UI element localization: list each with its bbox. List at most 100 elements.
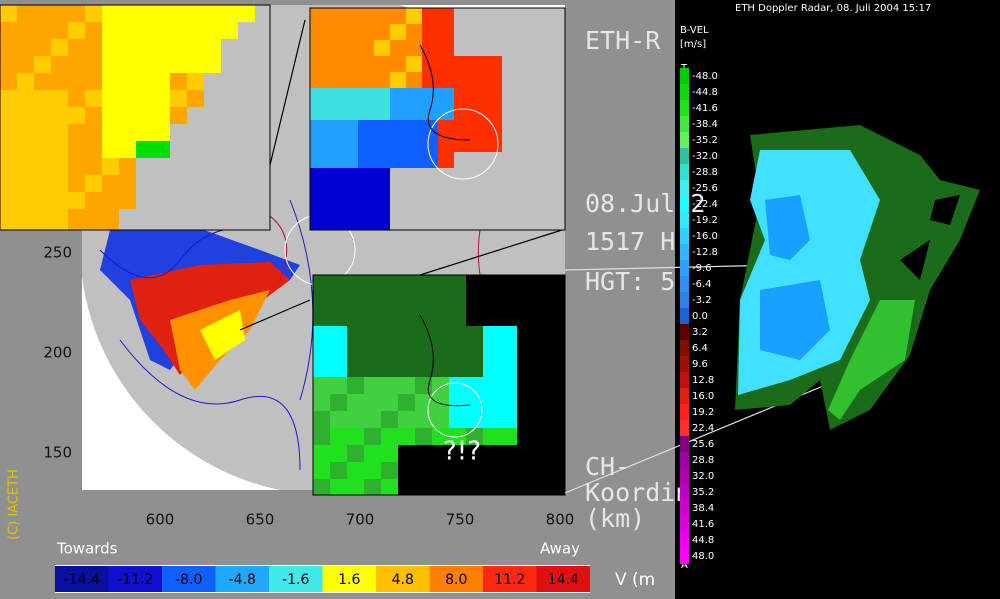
pixel bbox=[310, 136, 326, 152]
pixel bbox=[438, 200, 454, 216]
pixel bbox=[153, 192, 170, 209]
track bbox=[419, 44, 471, 141]
pixel bbox=[550, 40, 565, 56]
pixel bbox=[517, 462, 534, 479]
pixel bbox=[34, 192, 51, 209]
pixel bbox=[330, 309, 347, 326]
pixel bbox=[17, 209, 34, 226]
pixel bbox=[170, 22, 187, 39]
pixel bbox=[204, 141, 221, 158]
pixel bbox=[313, 343, 330, 360]
pixel bbox=[255, 39, 270, 56]
pixel bbox=[347, 445, 364, 462]
pixel bbox=[119, 141, 136, 158]
legend-label: 44.8 bbox=[692, 535, 714, 546]
pixel bbox=[34, 209, 51, 226]
pixel bbox=[342, 152, 358, 168]
pixel bbox=[390, 168, 406, 184]
pixel bbox=[342, 216, 358, 230]
pixel bbox=[486, 40, 502, 56]
legend-swatch bbox=[680, 116, 689, 132]
pixel bbox=[449, 377, 466, 394]
pixel bbox=[534, 445, 551, 462]
pixel bbox=[422, 200, 438, 216]
pixel bbox=[551, 445, 565, 462]
pixel bbox=[0, 5, 17, 22]
pixel bbox=[381, 326, 398, 343]
pixel bbox=[34, 226, 51, 230]
pixel bbox=[310, 24, 326, 40]
pixel bbox=[381, 411, 398, 428]
pixel bbox=[119, 39, 136, 56]
pixel bbox=[486, 56, 502, 72]
pixel bbox=[170, 158, 187, 175]
pixel bbox=[470, 56, 486, 72]
pixel bbox=[85, 39, 102, 56]
pixel bbox=[153, 39, 170, 56]
legend-label: 3.2 bbox=[692, 327, 708, 338]
pixel bbox=[550, 152, 565, 168]
pixel bbox=[534, 292, 551, 309]
pixel bbox=[68, 158, 85, 175]
pixel bbox=[102, 226, 119, 230]
pixel bbox=[119, 175, 136, 192]
pixel bbox=[255, 73, 270, 90]
pixel bbox=[204, 107, 221, 124]
pixel bbox=[342, 8, 358, 24]
pixel bbox=[119, 124, 136, 141]
pixel bbox=[374, 56, 390, 72]
pixel bbox=[170, 192, 187, 209]
x-tick-label: 650 bbox=[246, 511, 275, 529]
pixel bbox=[0, 226, 17, 230]
pixel bbox=[550, 200, 565, 216]
pixel bbox=[422, 168, 438, 184]
pixel bbox=[449, 445, 466, 462]
legend-label: -25.6 bbox=[692, 183, 718, 194]
pixel bbox=[358, 184, 374, 200]
pixel bbox=[518, 200, 534, 216]
pixel bbox=[136, 73, 153, 90]
pixel bbox=[136, 22, 153, 39]
pixel bbox=[102, 158, 119, 175]
track bbox=[419, 314, 471, 407]
pixel bbox=[398, 326, 415, 343]
pixel bbox=[326, 216, 342, 230]
colorbar-label: -11.2 bbox=[117, 572, 153, 588]
colorbar-cell bbox=[108, 566, 162, 592]
pixel bbox=[187, 158, 204, 175]
pixel bbox=[102, 22, 119, 39]
legend-label: -19.2 bbox=[692, 215, 718, 226]
pixel bbox=[551, 275, 565, 292]
pixel bbox=[470, 120, 486, 136]
colorbar-label: -1.6 bbox=[282, 572, 309, 588]
pixel bbox=[326, 104, 342, 120]
pixel bbox=[500, 292, 517, 309]
pixel bbox=[17, 22, 34, 39]
pixel bbox=[238, 73, 255, 90]
pixel bbox=[347, 360, 364, 377]
pixel bbox=[438, 152, 454, 168]
pixel bbox=[449, 292, 466, 309]
pixel bbox=[415, 445, 432, 462]
echo-gap bbox=[900, 195, 960, 280]
pixel bbox=[204, 73, 221, 90]
pixel bbox=[342, 200, 358, 216]
pixel bbox=[415, 428, 432, 445]
legend-label: 48.0 bbox=[692, 551, 714, 562]
pixel bbox=[518, 88, 534, 104]
towards: Towards bbox=[56, 540, 118, 558]
pixel bbox=[364, 445, 381, 462]
pixel bbox=[432, 377, 449, 394]
pixel bbox=[17, 5, 34, 22]
colorbar-label: 1.6 bbox=[338, 572, 360, 588]
pixel bbox=[238, 5, 255, 22]
pixel bbox=[119, 107, 136, 124]
legend-swatch bbox=[680, 356, 689, 372]
pixel bbox=[153, 5, 170, 22]
pixel bbox=[136, 158, 153, 175]
pixel bbox=[51, 226, 68, 230]
pixel bbox=[153, 56, 170, 73]
pixel bbox=[486, 200, 502, 216]
pixel bbox=[483, 394, 500, 411]
